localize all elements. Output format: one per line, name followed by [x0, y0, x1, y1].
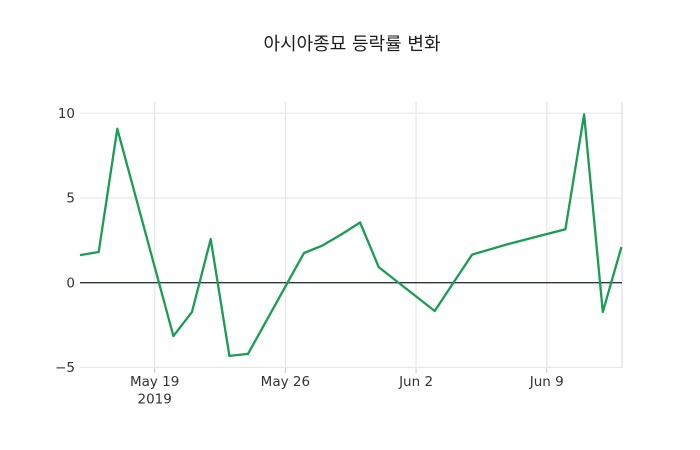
price-change-line: [79, 113, 623, 358]
y-tick-label: 0: [66, 275, 75, 291]
y-tick-label: 5: [66, 191, 75, 207]
x-tick-year-label: 2019: [138, 392, 172, 408]
series-layer: [79, 113, 623, 358]
x-tick-label: Jun 9: [529, 374, 564, 390]
x-tick-label: Jun 2: [398, 374, 433, 390]
x-tick-label: May 26: [261, 374, 310, 390]
grid-layer: [80, 102, 623, 373]
y-tick-label: −5: [55, 360, 75, 376]
x-tick-label: May 19: [130, 374, 179, 390]
axis-label-layer: 10 5 0 −5 May 19 2019 May 26 Jun 2 Jun 9: [55, 106, 564, 408]
y-tick-label: 10: [58, 106, 75, 122]
chart-title: 아시아종묘 등락률 변화: [263, 34, 440, 55]
